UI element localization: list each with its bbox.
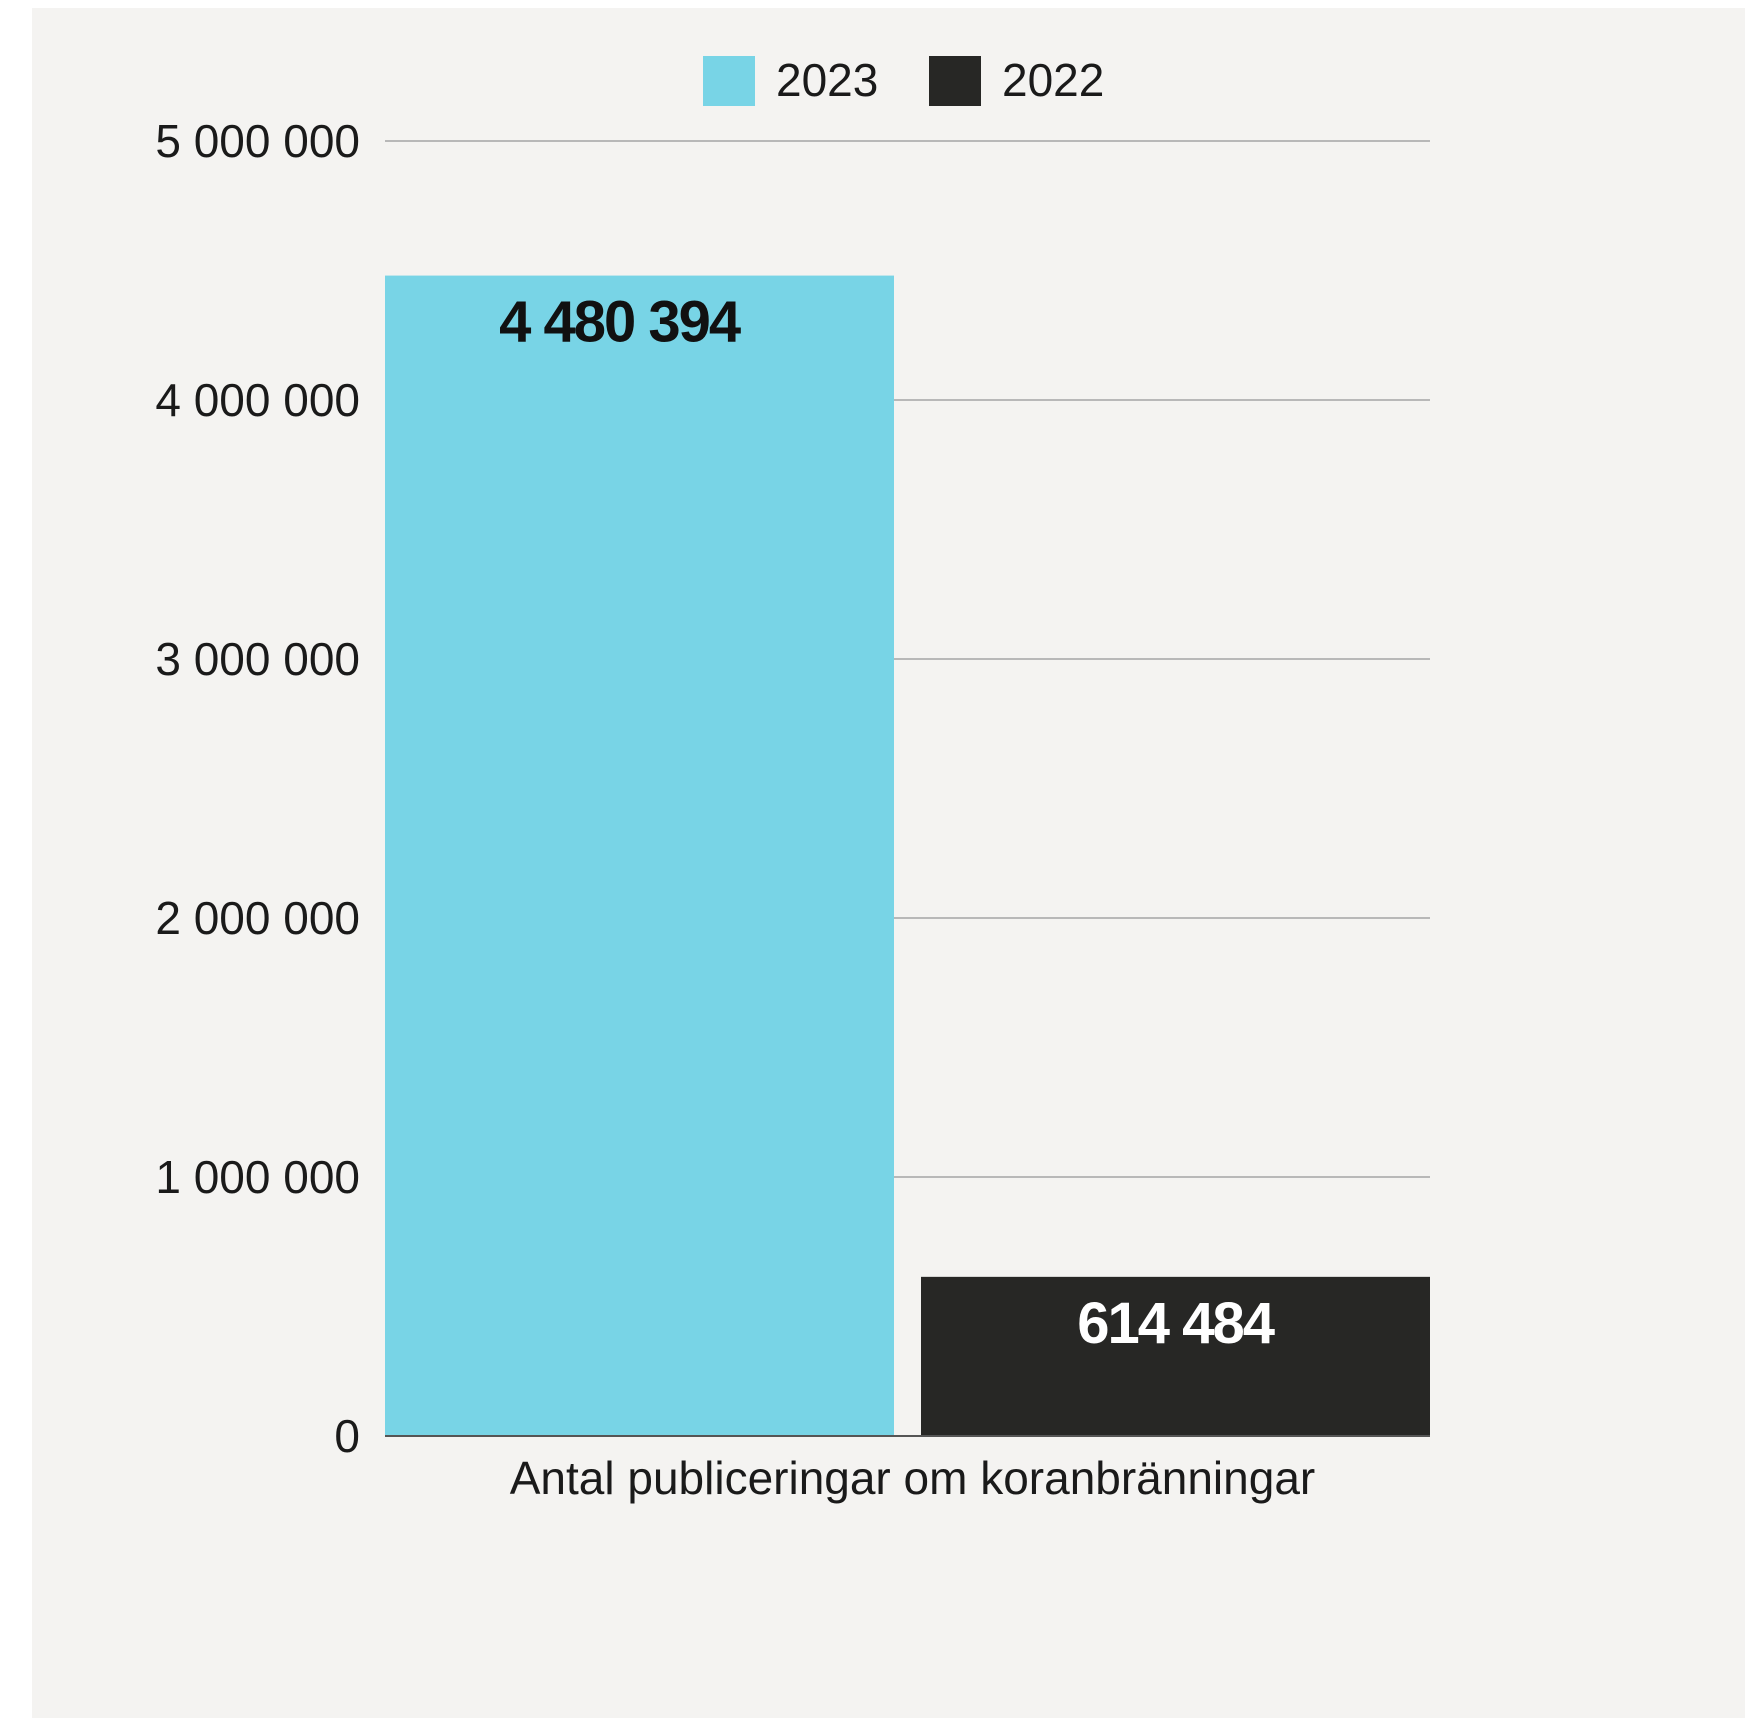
data-label-2022: 614 484	[1077, 1291, 1274, 1356]
y-axis-ticks: 0 1 000 000 2 000 000 3 000 000 4 000 000 5 0…	[155, 115, 360, 1462]
category-label: Antal publiceringar om koranbränningar	[510, 1452, 1315, 1504]
y-tick-label: 1 000 000	[155, 1151, 360, 1203]
data-labels: 4 480 394 614 484	[499, 290, 1277, 1356]
y-tick-label: 5 000 000	[155, 115, 360, 167]
bar-chart: 0 1 000 000 2 000 000 3 000 000 4 000 000 5 0…	[155, 54, 1430, 1504]
y-tick-label: 0	[334, 1410, 360, 1462]
legend-label-2022: 2022	[1002, 54, 1104, 106]
data-label-2023: 4 480 394	[499, 290, 741, 355]
legend-swatch-2022	[929, 56, 981, 106]
y-tick-label: 3 000 000	[155, 633, 360, 685]
y-tick-label: 4 000 000	[155, 374, 360, 426]
y-tick-label: 2 000 000	[155, 892, 360, 944]
bars	[385, 275, 1430, 1437]
bar-2023	[385, 275, 894, 1437]
legend: 2023 2022	[703, 54, 1104, 106]
bar-2022	[921, 1276, 1430, 1436]
legend-label-2023: 2023	[776, 54, 878, 106]
chart-panel: 0 1 000 000 2 000 000 3 000 000 4 000 000 5 0…	[32, 8, 1745, 1718]
legend-swatch-2023	[703, 56, 755, 106]
